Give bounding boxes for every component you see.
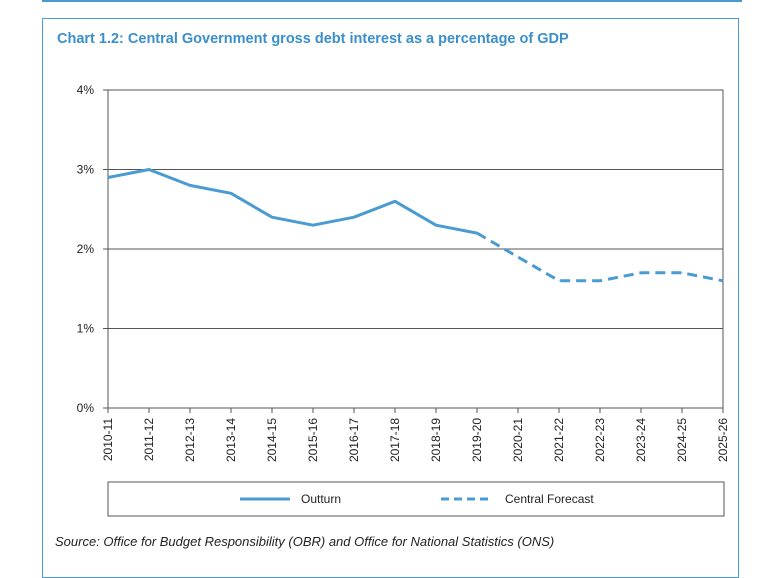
series-line-outturn (107, 168, 478, 235)
data-point-outturn-3 (230, 192, 232, 194)
y-tick-label: 0% (77, 401, 95, 415)
legend-label-central-forecast: Central Forecast (505, 492, 594, 506)
y-tick-label: 3% (77, 163, 95, 177)
data-point-forecast-13 (640, 272, 642, 274)
x-tick-label: 2020-21 (511, 418, 525, 462)
data-point-outturn-8 (435, 224, 437, 226)
data-point-forecast-11 (558, 280, 560, 282)
x-tick-label: 2015-16 (306, 418, 320, 462)
top-rule (42, 0, 742, 2)
x-tick-label: 2019-20 (470, 418, 484, 462)
data-point-outturn-4 (271, 216, 273, 218)
data-point-outturn-6 (353, 216, 355, 218)
chart-title: Chart 1.2: Central Government gross debt… (57, 31, 569, 47)
x-tick-label: 2021-22 (552, 418, 566, 462)
legend-label-outturn: Outturn (301, 492, 341, 506)
data-point-forecast-9 (476, 232, 478, 234)
series-line-central-forecast (476, 231, 724, 283)
data-point-outturn-5 (312, 224, 314, 226)
y-tick-label: 1% (77, 322, 95, 336)
chart-canvas: 0% 1% 2% 3% 4% 2010-11 2011-12 2012-13 2013-14 20… (77, 83, 730, 517)
chart-panel: Chart 1.2: Central Government gross debt… (42, 18, 739, 578)
data-point-forecast-14 (681, 272, 683, 274)
x-tick-label: 2016-17 (347, 418, 361, 462)
x-tick-label: 2010-11 (101, 418, 115, 461)
x-tick-label: 2012-13 (183, 418, 197, 462)
x-tick-label: 2011-12 (142, 418, 156, 461)
data-point-outturn-2 (189, 184, 191, 186)
x-tick-label: 2013-14 (224, 418, 238, 462)
x-tick-label: 2018-19 (429, 418, 443, 462)
y-tick-label: 4% (77, 83, 95, 97)
x-tick-label: 2022-23 (593, 418, 607, 462)
x-tick-label: 2023-24 (634, 418, 648, 462)
chart-source: Source: Office for Budget Responsibility… (55, 534, 555, 549)
x-tick-label: 2024-25 (675, 418, 689, 462)
data-point-outturn-7 (394, 200, 396, 202)
data-point-forecast-15 (722, 280, 724, 282)
legend-box (107, 481, 725, 517)
data-point-forecast-10 (517, 256, 519, 258)
x-tick-label: 2014-15 (265, 418, 279, 462)
data-point-outturn-0 (107, 176, 109, 178)
x-tick-label: 2017-18 (388, 418, 402, 462)
data-point-forecast-12 (599, 280, 601, 282)
data-point-outturn-1 (148, 169, 150, 170)
x-tick-label: 2025-26 (716, 418, 730, 462)
y-tick-label: 2% (77, 242, 95, 256)
